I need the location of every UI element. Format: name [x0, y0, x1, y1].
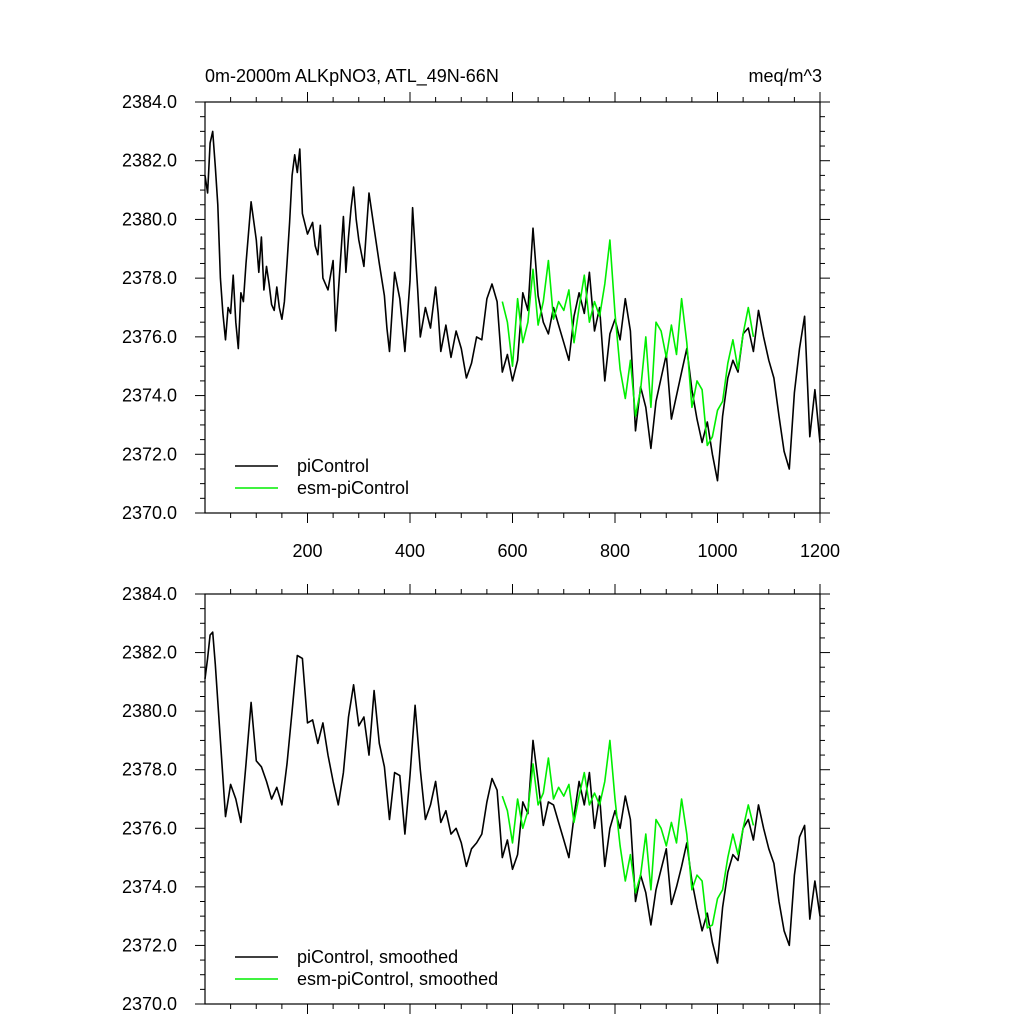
y-tick-label: 2378.0: [122, 268, 177, 288]
legend-label: esm-piControl, smoothed: [297, 969, 498, 989]
y-tick-label: 2382.0: [122, 643, 177, 663]
y-tick-label: 2376.0: [122, 818, 177, 838]
axis-ticks: [195, 92, 830, 523]
y-tick-labels: 2370.0 2372.0 2374.0 2376.0 2378.0 2380.0 2382…: [122, 584, 177, 1014]
series-lines: [204, 130, 821, 482]
series-line: [204, 130, 821, 482]
legend-label: piControl: [297, 456, 369, 476]
series-line: [501, 239, 755, 447]
plot-frame: [204, 101, 821, 514]
y-tick-label: 2370.0: [122, 503, 177, 523]
legend-label: esm-piControl: [297, 478, 409, 498]
series-line: [501, 739, 755, 929]
bottom-panel: 2370.0 2372.0 2374.0 2376.0 2378.0 2380.0 2382…: [122, 584, 830, 1014]
series-lines: [204, 631, 821, 964]
y-tick-label: 2372.0: [122, 935, 177, 955]
units-label: meq/m^3: [749, 66, 822, 86]
top-panel: 2370.0 2372.0 2374.0 2376.0 2378.0 2380.0 2382…: [122, 92, 840, 561]
y-tick-label: 2370.0: [122, 994, 177, 1014]
x-tick-label: 200: [292, 541, 322, 561]
x-tick-labels: 200 400 600 800 1000 1200: [292, 541, 840, 561]
y-tick-label: 2372.0: [122, 444, 177, 464]
axis-ticks: [195, 584, 830, 1014]
chart-title: 0m-2000m ALKpNO3, ATL_49N-66N: [205, 66, 499, 87]
y-tick-label: 2380.0: [122, 701, 177, 721]
y-tick-label: 2384.0: [122, 92, 177, 112]
y-tick-label: 2384.0: [122, 584, 177, 604]
y-tick-labels: 2370.0 2372.0 2374.0 2376.0 2378.0 2380.0 2382…: [122, 92, 177, 523]
y-tick-label: 2374.0: [122, 877, 177, 897]
x-tick-label: 1200: [800, 541, 840, 561]
x-tick-label: 600: [497, 541, 527, 561]
x-tick-label: 400: [395, 541, 425, 561]
y-tick-label: 2380.0: [122, 209, 177, 229]
y-tick-label: 2382.0: [122, 151, 177, 171]
legend-label: piControl, smoothed: [297, 947, 458, 967]
x-tick-label: 800: [600, 541, 630, 561]
series-line: [204, 631, 821, 964]
y-tick-label: 2378.0: [122, 760, 177, 780]
y-tick-label: 2374.0: [122, 386, 177, 406]
x-tick-label: 1000: [697, 541, 737, 561]
y-tick-label: 2376.0: [122, 327, 177, 347]
